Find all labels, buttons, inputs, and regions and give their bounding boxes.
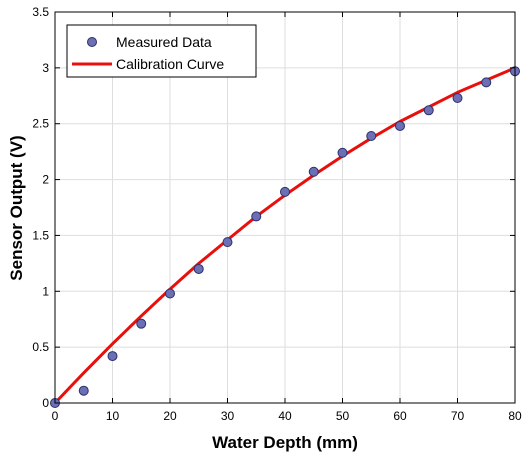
y-tick-label: 1 (42, 284, 49, 298)
x-tick-label: 70 (451, 409, 465, 423)
data-point-measured (107, 351, 118, 362)
y-tick-label: 2 (42, 173, 49, 187)
data-point-measured (452, 93, 463, 104)
x-tick-label: 10 (106, 409, 120, 423)
legend-label-measured-data: Measured Data (116, 34, 212, 50)
plot-frame (54, 11, 516, 404)
axes: 0 10 20 30 40 50 60 70 80 0 0.5 1 1.5 2 2.5 3 3.5 (32, 5, 522, 423)
x-tick-label: 60 (393, 409, 407, 423)
data-point-measured (280, 186, 290, 197)
x-tick-label: 80 (508, 409, 522, 423)
data-point-measured (165, 288, 175, 299)
x-tick-label: 0 (52, 409, 59, 423)
legend-label-calibration-curve: Calibration Curve (116, 56, 224, 72)
x-tick-label: 50 (336, 409, 350, 423)
data-point-measured (366, 131, 377, 142)
y-tick-label: 3.5 (32, 5, 49, 19)
y-tick-label: 2.5 (32, 117, 49, 131)
y-tick-label: 0 (42, 396, 49, 410)
data-point-measured (337, 147, 348, 158)
y-tick-label: 1.5 (32, 228, 49, 242)
x-axis-title: Water Depth (mm) (212, 433, 358, 452)
data-point-measured (136, 318, 147, 329)
data-point-measured (78, 385, 89, 396)
data-point-measured (251, 211, 262, 222)
legend-marker-measured-data (87, 37, 97, 47)
x-tick-label: 40 (278, 409, 292, 423)
x-tick-label: 30 (221, 409, 235, 423)
legend: Measured Data Calibration Curve (66, 24, 257, 78)
legend-box (66, 24, 257, 78)
plot-area (50, 66, 520, 408)
y-tick-label: 0.5 (32, 340, 49, 354)
data-point-measured (308, 166, 319, 177)
data-point-measured (395, 120, 405, 131)
data-point-measured (222, 237, 233, 248)
data-point-measured (481, 77, 492, 88)
data-point-measured (423, 105, 434, 116)
data-point-measured (193, 263, 204, 274)
y-tick-label: 3 (42, 61, 49, 75)
y-axis-title: Sensor Output (V) (7, 135, 26, 280)
x-tick-label: 20 (163, 409, 177, 423)
